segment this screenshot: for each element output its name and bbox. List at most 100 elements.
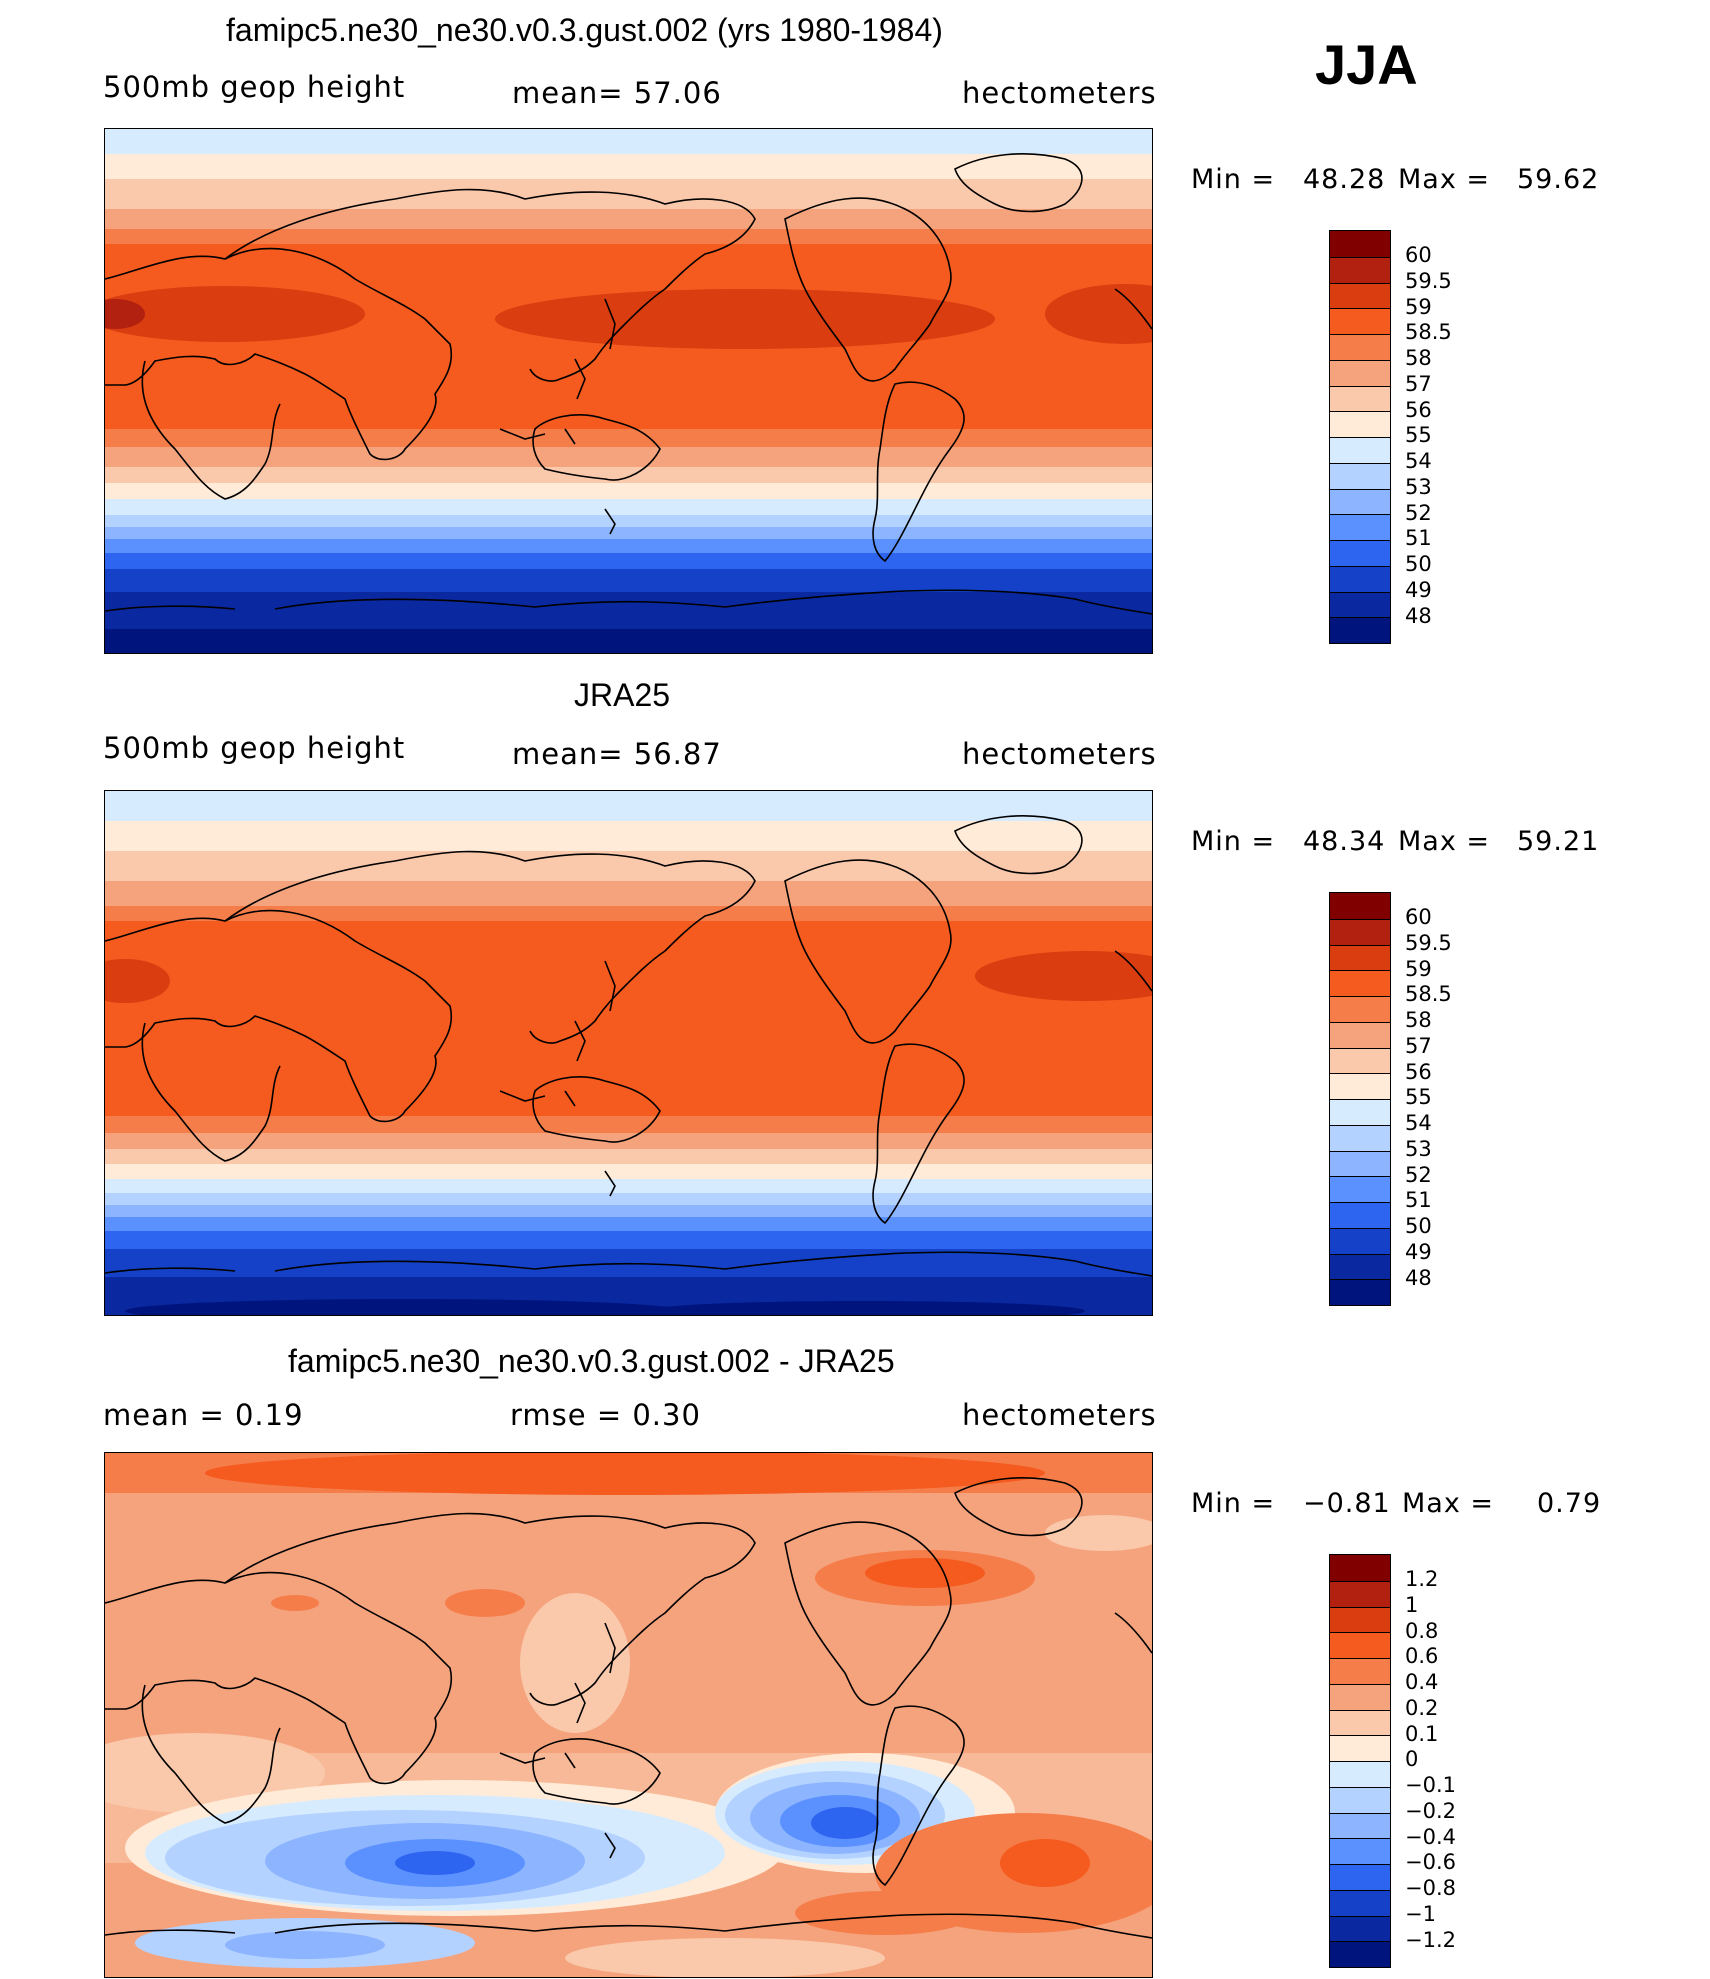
colorbar-cell <box>1330 231 1390 257</box>
colorbar-cell <box>1330 1124 1390 1151</box>
colorbar-cell <box>1330 1099 1390 1125</box>
panel-1-colorbar-label: 49 <box>1405 578 1432 602</box>
panel-2-min-label: Min = <box>1191 826 1276 857</box>
colorbar-cell <box>1330 1915 1390 1942</box>
panel-1-units-label: hectometers <box>962 76 1157 110</box>
panel-3-min-label: Min = <box>1191 1488 1276 1519</box>
panel-3-colorbar-label: 0.2 <box>1405 1696 1439 1720</box>
panel-1-colorbar-label: 55 <box>1405 423 1432 447</box>
panel-2-colorbar-label: 56 <box>1405 1060 1432 1084</box>
colorbar-cell <box>1330 918 1390 945</box>
colorbar-cell <box>1330 1227 1390 1254</box>
colorbar-cell <box>1330 1889 1390 1916</box>
panel-1-colorbar-label: 59 <box>1405 295 1432 319</box>
colorbar-cell <box>1330 514 1390 541</box>
panel-2-colorbar-label: 49 <box>1405 1240 1432 1264</box>
colorbar-cell <box>1330 1735 1390 1762</box>
colorbar-cell <box>1330 540 1390 566</box>
colorbar-cell <box>1330 1941 1390 1968</box>
colorbar-cell <box>1330 1279 1390 1306</box>
colorbar-cell <box>1330 411 1390 438</box>
panel-1-colorbar-label: 57 <box>1405 372 1432 396</box>
panel-2-colorbar-label: 58.5 <box>1405 982 1452 1006</box>
panel-1-variable-label: 500mb geop height <box>103 70 406 104</box>
panel-3-coastlines <box>105 1477 1152 1939</box>
colorbar-cell <box>1330 256 1390 283</box>
colorbar-cell <box>1330 996 1390 1022</box>
colorbar-cell <box>1330 617 1390 644</box>
panel-1-mean-label: mean= 57.06 <box>512 76 722 110</box>
panel-2-colorbar-label: 58 <box>1405 1008 1432 1032</box>
colorbar-cell <box>1330 437 1390 463</box>
colorbar-cell <box>1330 591 1390 618</box>
panel-3-colorbar-label: 0.1 <box>1405 1722 1439 1746</box>
panel-2-coastlines <box>105 815 1152 1277</box>
colorbar-cell <box>1330 1812 1390 1839</box>
colorbar-cell <box>1330 334 1390 360</box>
panel-3-map-svg <box>105 1453 1152 1977</box>
panel-1-title: famipc5.ne30_ne30.v0.3.gust.002 (yrs 198… <box>226 12 943 48</box>
panel-2-mean-label: mean= 56.87 <box>512 737 722 771</box>
colorbar-cell <box>1330 1761 1390 1787</box>
panel-2-colorbar-label: 55 <box>1405 1085 1432 1109</box>
panel-1-colorbar-label: 56 <box>1405 398 1432 422</box>
colorbar-cell <box>1330 1606 1390 1633</box>
panel-2-colorbar-label: 57 <box>1405 1034 1432 1058</box>
panel-3-max-value: 0.79 <box>1537 1488 1602 1519</box>
panel-3-colorbar-label: −1 <box>1405 1902 1436 1926</box>
panel-2-colorbar-label: 52 <box>1405 1163 1432 1187</box>
panel-3-colorbar-label: −0.8 <box>1405 1876 1456 1900</box>
panel-2-colorbar-label: 59 <box>1405 957 1432 981</box>
panel-2-colorbar-label: 53 <box>1405 1137 1432 1161</box>
colorbar-cell <box>1330 282 1390 309</box>
panel-2-map-svg <box>105 791 1152 1315</box>
panel-3-colorbar <box>1329 1554 1391 1968</box>
panel-1-map <box>104 128 1153 654</box>
panel-3-rmse-label: rmse = 0.30 <box>510 1398 701 1432</box>
colorbar-cell <box>1330 1864 1390 1890</box>
panel-3-colorbar-label: 1.2 <box>1405 1567 1439 1591</box>
panel-3-contour-fill <box>105 1453 1152 1977</box>
panel-2-contour-fill <box>105 791 1152 1315</box>
colorbar-cell <box>1330 1073 1390 1100</box>
panel-3-colorbar-label: −0.1 <box>1405 1773 1456 1797</box>
panel-1-colorbar-label: 53 <box>1405 475 1432 499</box>
colorbar-cell <box>1330 1632 1390 1659</box>
colorbar-cell <box>1330 1683 1390 1710</box>
panel-3-units-label: hectometers <box>962 1398 1157 1432</box>
colorbar-cell <box>1330 1580 1390 1607</box>
panel-1-min-label: Min = <box>1191 164 1276 195</box>
panel-2-colorbar-label: 59.5 <box>1405 931 1452 955</box>
panel-2-max-label: Max = <box>1398 826 1491 857</box>
panel-1-min-value: 48.28 <box>1303 164 1386 195</box>
panel-3-colorbar-label: −0.2 <box>1405 1799 1456 1823</box>
colorbar-cell <box>1330 1838 1390 1865</box>
colorbar-cell <box>1330 944 1390 971</box>
panel-2-units-label: hectometers <box>962 737 1157 771</box>
panel-3-colorbar-label: 0.4 <box>1405 1670 1439 1694</box>
panel-1-coastlines <box>105 153 1152 615</box>
panel-3-colorbar-label: 0.6 <box>1405 1644 1439 1668</box>
colorbar-cell <box>1330 1658 1390 1684</box>
panel-3-map <box>104 1452 1153 1978</box>
colorbar-cell <box>1330 1150 1390 1177</box>
colorbar-cell <box>1330 488 1390 515</box>
panel-2-min-value: 48.34 <box>1303 826 1386 857</box>
season-label: JJA <box>1315 33 1418 96</box>
colorbar-cell <box>1330 1047 1390 1074</box>
panel-1-max-value: 59.62 <box>1517 164 1600 195</box>
colorbar-cell <box>1330 893 1390 919</box>
panel-2-title: JRA25 <box>574 677 671 713</box>
panel-1-map-svg <box>105 129 1152 653</box>
colorbar-cell <box>1330 1709 1390 1736</box>
panel-1-colorbar-label: 54 <box>1405 449 1432 473</box>
colorbar-cell <box>1330 385 1390 412</box>
panel-1-colorbar-label: 48 <box>1405 604 1432 628</box>
colorbar-cell <box>1330 462 1390 489</box>
colorbar-cell <box>1330 1202 1390 1228</box>
panel-3-min-value: −0.81 <box>1303 1488 1391 1519</box>
panel-2-variable-label: 500mb geop height <box>103 731 406 765</box>
panel-2-map <box>104 790 1153 1316</box>
panel-1-colorbar-label: 59.5 <box>1405 269 1452 293</box>
panel-3-colorbar-label: −0.6 <box>1405 1850 1456 1874</box>
